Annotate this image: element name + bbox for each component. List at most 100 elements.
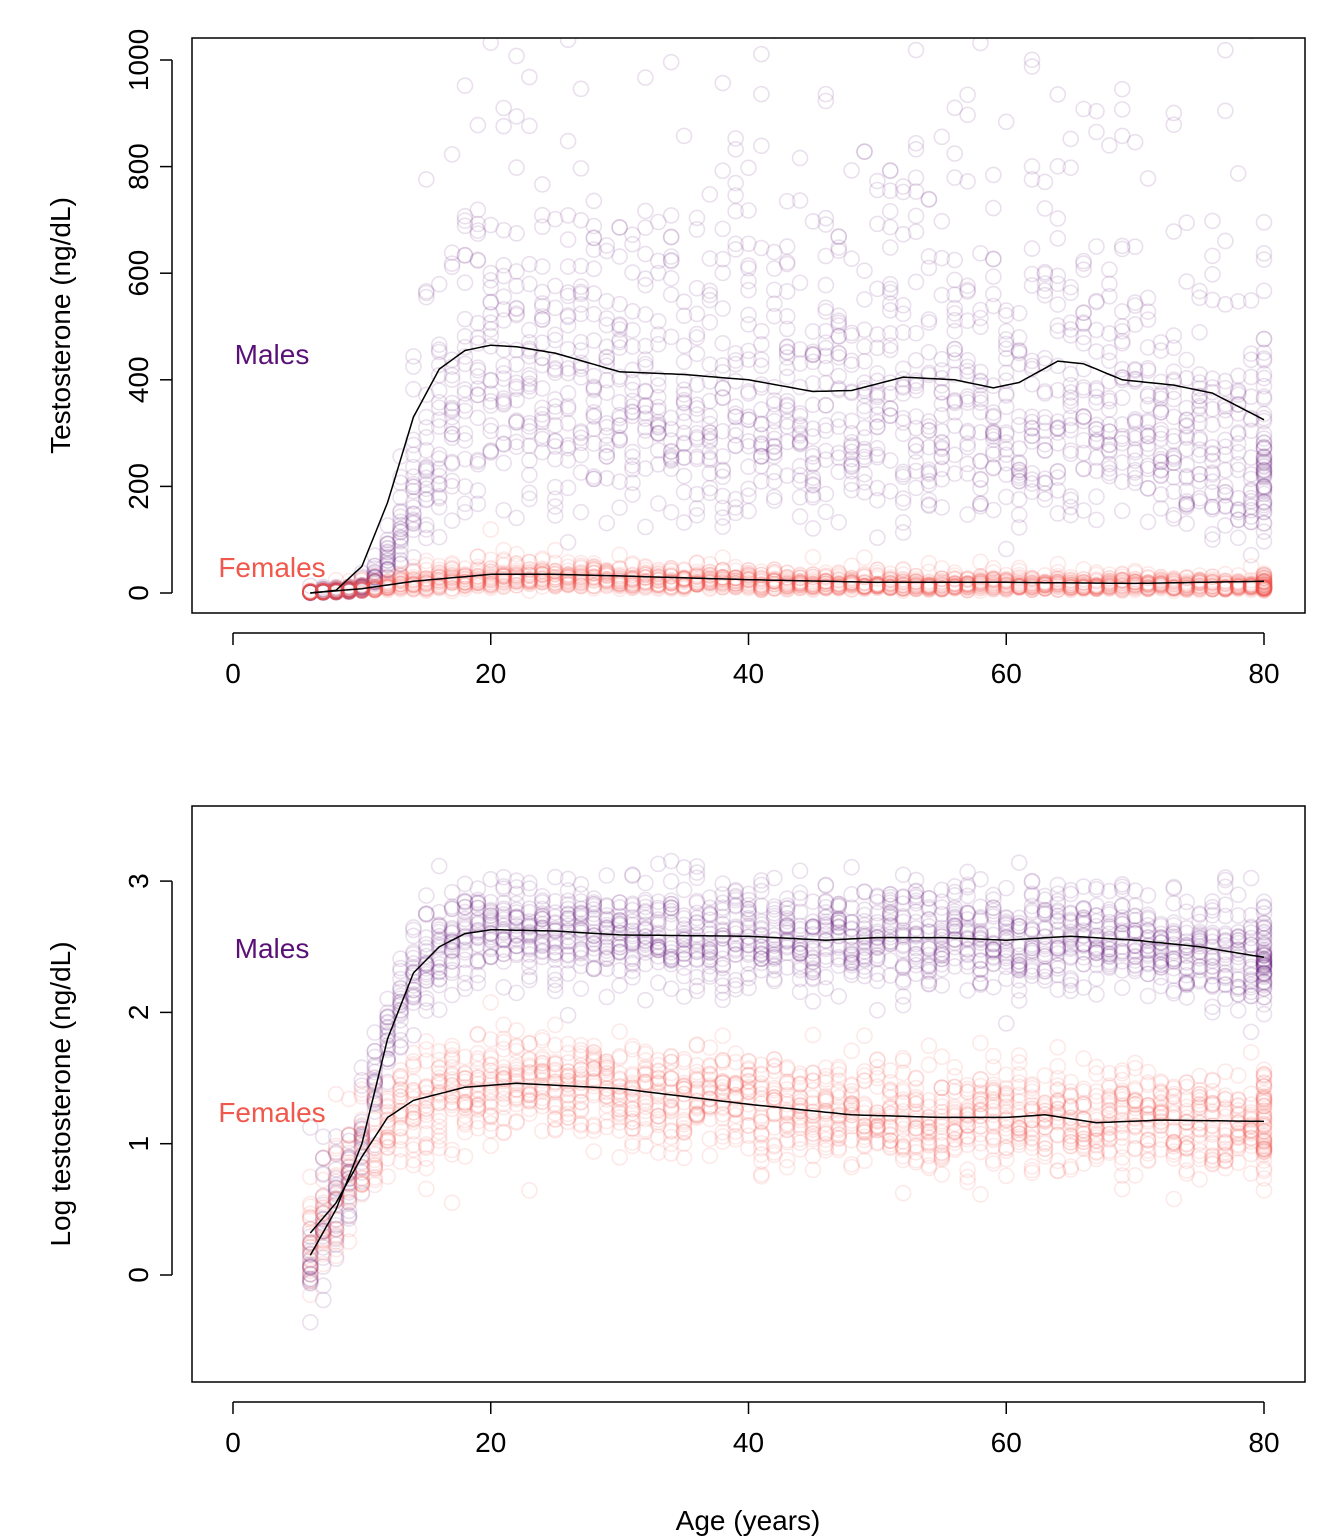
data-point (714, 575, 732, 593)
data-point (443, 572, 461, 589)
data-point (585, 577, 603, 594)
data-point (791, 569, 809, 587)
data-point (1204, 400, 1221, 418)
data-point (1255, 577, 1273, 595)
data-point (379, 990, 396, 1008)
data-point (1255, 480, 1273, 498)
data-point (430, 564, 448, 582)
data-point (1152, 334, 1170, 351)
data-point (469, 252, 487, 269)
data-point (443, 580, 461, 597)
data-point (1242, 513, 1260, 531)
data-point (559, 933, 577, 950)
data-point (675, 372, 693, 389)
data-point (327, 1145, 345, 1163)
data-point (1217, 572, 1234, 589)
data-point (920, 491, 938, 509)
data-point (521, 68, 538, 86)
data-point (405, 985, 422, 1003)
data-point (366, 581, 384, 598)
data-point (740, 411, 757, 428)
data-point (959, 577, 976, 594)
data-point (907, 578, 925, 595)
data-point (1178, 570, 1195, 587)
data-point (1229, 578, 1247, 596)
data-point (585, 378, 603, 396)
data-point (688, 554, 706, 572)
data-point (778, 349, 796, 366)
data-point (1255, 574, 1273, 592)
data-point (1165, 880, 1183, 897)
data-point (946, 571, 964, 588)
data-point (430, 446, 448, 463)
data-point (881, 578, 899, 596)
data-point (366, 1063, 384, 1081)
data-point (1204, 370, 1221, 387)
data-point (753, 137, 770, 155)
data-point (456, 571, 474, 589)
data-point (1126, 575, 1144, 593)
data-point (521, 926, 538, 943)
data-point (1255, 579, 1273, 596)
data-point (521, 968, 538, 985)
data-point (740, 570, 757, 587)
data-point (443, 371, 461, 388)
data-point (1049, 296, 1067, 313)
data-point (688, 573, 706, 590)
data-point (1088, 573, 1105, 591)
data-point (765, 575, 783, 593)
data-point (649, 424, 667, 442)
data-point (907, 436, 925, 453)
data-point (843, 575, 860, 593)
data-point (392, 555, 409, 572)
data-point (843, 577, 860, 595)
data-point (1062, 578, 1079, 596)
data-point (624, 407, 641, 425)
data-point (559, 938, 577, 955)
data-point (907, 573, 925, 590)
data-point (1242, 498, 1260, 515)
data-point (662, 562, 680, 580)
data-point (443, 573, 461, 591)
data-point (1062, 572, 1079, 589)
data-point (314, 581, 332, 599)
data-point (469, 966, 487, 984)
data-point (379, 579, 396, 596)
data-point (649, 565, 667, 583)
data-point (1255, 365, 1273, 383)
data-point (1178, 576, 1195, 594)
data-point (418, 570, 435, 587)
data-point (585, 305, 603, 323)
data-point (366, 1056, 384, 1074)
data-point (637, 410, 654, 427)
data-point (482, 571, 500, 589)
data-point (1113, 127, 1131, 145)
data-point (546, 563, 564, 580)
data-point (379, 579, 396, 597)
data-point (1113, 360, 1131, 378)
data-point (753, 580, 770, 598)
data-point (753, 415, 770, 433)
data-point (482, 442, 500, 459)
data-point (894, 579, 912, 597)
data-point (508, 159, 525, 176)
data-point (572, 283, 590, 301)
data-point (714, 363, 732, 381)
data-point (1255, 350, 1273, 367)
data-point (482, 264, 500, 282)
data-point (997, 340, 1015, 358)
data-point (727, 352, 744, 369)
data-point (482, 925, 500, 942)
data-point (946, 366, 964, 383)
data-point (443, 933, 461, 950)
data-point (701, 479, 719, 497)
data-point (418, 972, 435, 990)
data-point (1139, 387, 1157, 405)
data-point (314, 1239, 332, 1256)
data-point (482, 563, 500, 581)
data-point (392, 523, 409, 541)
data-point (920, 576, 938, 593)
data-point (508, 562, 525, 580)
data-point (418, 906, 435, 923)
data-point (675, 381, 693, 399)
